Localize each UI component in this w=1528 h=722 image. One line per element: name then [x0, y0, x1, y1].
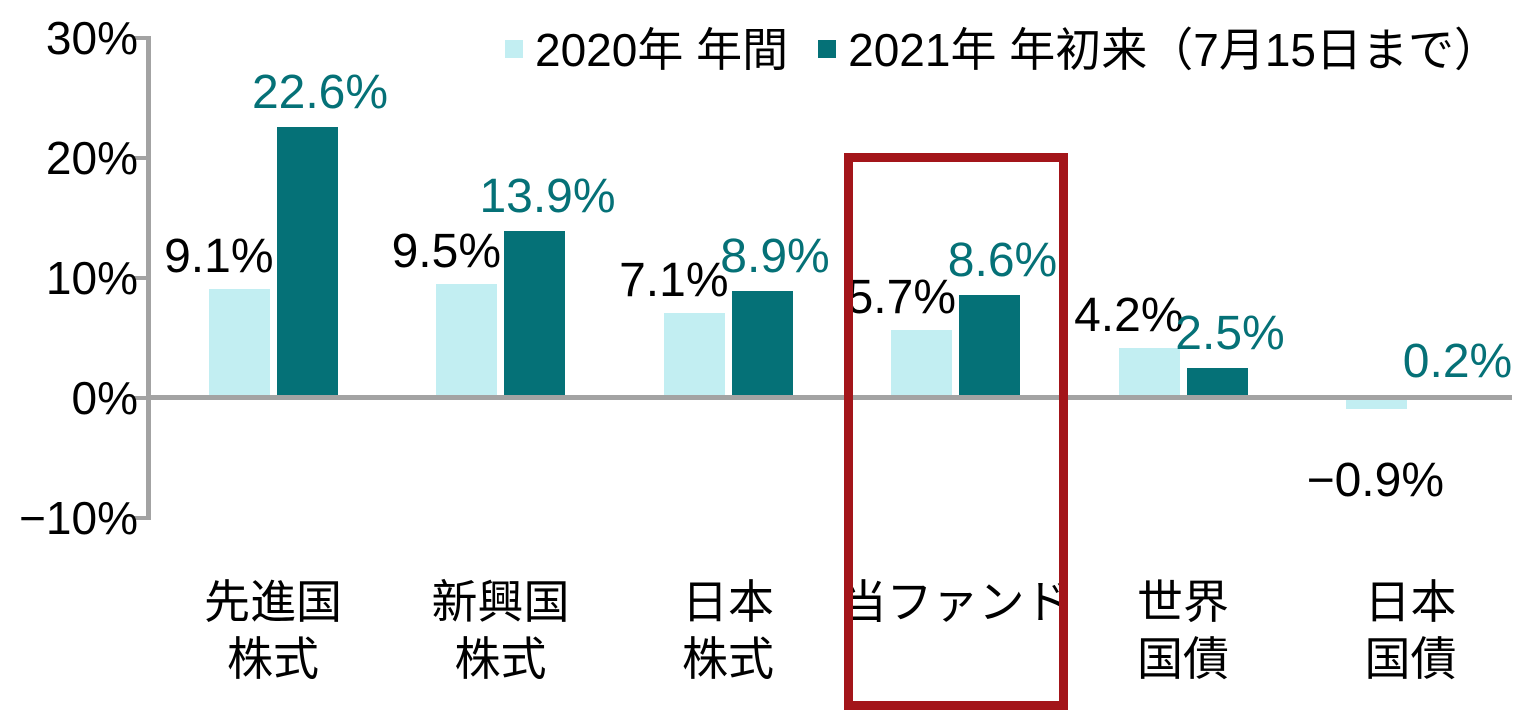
category-label: 新興国 株式 [431, 576, 570, 686]
value-label-2021: 2.5% [1175, 307, 1285, 360]
legend-label-2021: 2021年 年初来（7月15日まで） [848, 24, 1500, 76]
y-tick-label: 20% [45, 132, 138, 184]
bar-2020 [663, 312, 725, 398]
category-label: 先進国 株式 [204, 576, 342, 686]
category-label: 世界 国債 [1137, 576, 1229, 686]
legend-swatch-2021-icon [818, 40, 837, 58]
legend-item-2021: 2021年 年初来（7月15日まで） [818, 14, 1500, 80]
value-label-2021: 13.9% [479, 170, 616, 224]
value-label-2020: 9.5% [391, 225, 501, 278]
value-label-2021: 22.6% [251, 65, 389, 119]
y-tick [133, 396, 151, 400]
bar-2021 [504, 231, 565, 398]
chart-legend: 2020年 年間 2021年 年初来（7月15日まで） [505, 14, 1500, 80]
category-label: 当ファンド [840, 576, 1071, 628]
value-label-2020: 4.2% [1074, 288, 1184, 342]
value-label-2021: 0.2% [1402, 334, 1513, 388]
bar-2021 [1186, 368, 1248, 398]
bar-2021 [276, 126, 338, 398]
y-tick [133, 36, 151, 40]
bar-2020 [436, 284, 497, 398]
value-label-2021: 8.6% [947, 233, 1058, 287]
y-tick-label: 0% [71, 372, 138, 424]
bar-2021 [959, 294, 1020, 398]
y-tick [133, 156, 151, 160]
category-label: 日本 国債 [1364, 576, 1457, 686]
bar-2020 [1118, 347, 1180, 398]
value-label-2021: 8.9% [720, 230, 830, 284]
value-label-2020: 7.1% [619, 253, 729, 307]
value-label-2020: 9.1% [164, 229, 274, 283]
legend-item-2020: 2020年 年間 [505, 14, 788, 80]
value-label-2020: 5.7% [846, 270, 956, 324]
y-tick-label: 30% [45, 12, 138, 64]
bar-2020 [1346, 398, 1407, 409]
bar-2020 [208, 288, 270, 398]
bar-2021 [731, 291, 793, 398]
legend-swatch-2020-icon [505, 40, 523, 58]
highlight-box [843, 153, 1068, 710]
y-tick [133, 276, 151, 280]
y-tick [133, 516, 151, 520]
category-label: 日本 株式 [682, 576, 774, 686]
zero-gridline [148, 395, 1512, 400]
bar-2020 [891, 329, 952, 398]
y-tick-label: 10% [45, 252, 138, 304]
legend-label-2020: 2020年 年間 [535, 24, 789, 76]
y-tick-label: −10% [19, 492, 138, 544]
value-label-2020: −0.9% [1306, 453, 1444, 507]
